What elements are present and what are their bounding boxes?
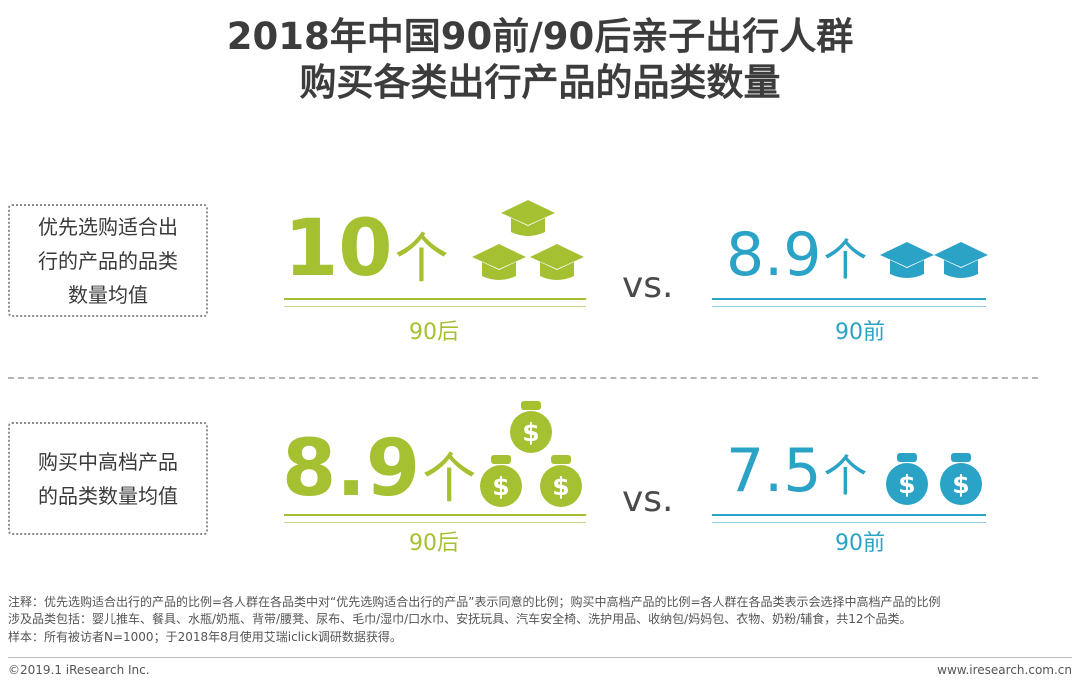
row1-right-group-label: 90前 [835,320,885,345]
money-bag-icon: $ [510,401,552,453]
row1-vs: vs. [622,265,674,306]
money-bag-icon: $ [886,453,928,505]
row1-left-underline-thin [284,306,586,307]
row1-label-box: 优先选购适合出 行的产品的品类 数量均值 [8,204,208,317]
money-bag-icon: $ [480,455,522,507]
row1-label-line: 数量均值 [68,282,148,307]
chart-title: 2018年中国90前/90后亲子出行人群 购买各类出行产品的品类数量 [0,14,1080,106]
graduation-cap-icon-group [472,200,584,280]
row2-right-group-label: 90前 [835,531,885,556]
row2-left-underline-thin [284,522,586,523]
row1-right-value: 8.9 个 [726,224,867,286]
row2-right-underline-thin [712,522,986,523]
note-line-3: 样本：所有被访者N=1000；于2018年8月使用艾瑞iclick调研数据获得。 [8,630,402,644]
graduation-cap-icon [501,200,555,236]
graduation-cap-icon-group [880,242,988,278]
row2-left-number: 8.9 [282,424,421,514]
row1-right-unit: 个 [823,235,868,286]
row2-left-value: 8.9 个 [282,430,476,508]
row1-left-value: 10 个 [284,210,449,288]
row1-label-line: 优先选购适合出 [38,214,178,239]
money-bag-icon: $ [940,453,982,505]
svg-text:$: $ [898,470,915,499]
row1-left-group-label: 90后 [409,320,459,345]
row-separator [8,377,1038,379]
row1-left-number: 10 [284,204,393,294]
footer-website: www.iresearch.com.cn [937,663,1072,677]
row2-vs: vs. [622,479,674,520]
money-bag-icon-group: $ $ [886,453,982,505]
svg-text:$: $ [522,418,539,447]
footer-copyright: ©2019.1 iResearch Inc. [8,663,150,677]
money-bag-icon: $ [540,455,582,507]
chart-title-line2: 购买各类出行产品的品类数量 [299,61,781,104]
svg-text:$: $ [552,472,569,501]
graduation-cap-icon [530,244,584,280]
row2-right-value: 7.5 个 [726,440,867,502]
row2-label-box: 购买中高档产品 的品类数量均值 [8,422,208,535]
graduation-cap-icon [934,242,988,278]
row2-right-unit: 个 [823,451,868,502]
graduation-cap-icon [472,244,526,280]
graduation-cap-icon [880,242,934,278]
svg-text:$: $ [492,472,509,501]
row2-right-underline [712,514,986,516]
svg-text:$: $ [952,470,969,499]
row1-right-underline-thin [712,306,986,307]
row2-left-underline [284,514,586,516]
row1-right-underline [712,298,986,300]
row2-left-group-label: 90后 [409,531,459,556]
row1-left-underline [284,298,586,300]
note-line-1: 注释：优先选购适合出行的产品的比例=各人群在各品类中对“优先选购适合出行的产品”… [8,595,941,609]
row1-label-line: 行的产品的品类 [38,248,178,273]
chart-title-line1: 2018年中国90前/90后亲子出行人群 [226,15,854,58]
row2-right-number: 7.5 [726,436,822,506]
money-bag-icon-group: $ $ $ [480,401,582,507]
footer-divider [8,657,1072,658]
row1-left-unit: 个 [394,227,449,290]
row2-label-line: 购买中高档产品 [38,449,178,474]
note-line-2: 涉及品类包括：婴儿推车、餐具、水瓶/奶瓶、背带/腰凳、尿布、毛巾/湿巾/口水巾、… [8,612,912,626]
row2-left-unit: 个 [422,447,477,510]
row2-label-line: 的品类数量均值 [38,483,178,508]
row1-right-number: 8.9 [726,220,822,290]
